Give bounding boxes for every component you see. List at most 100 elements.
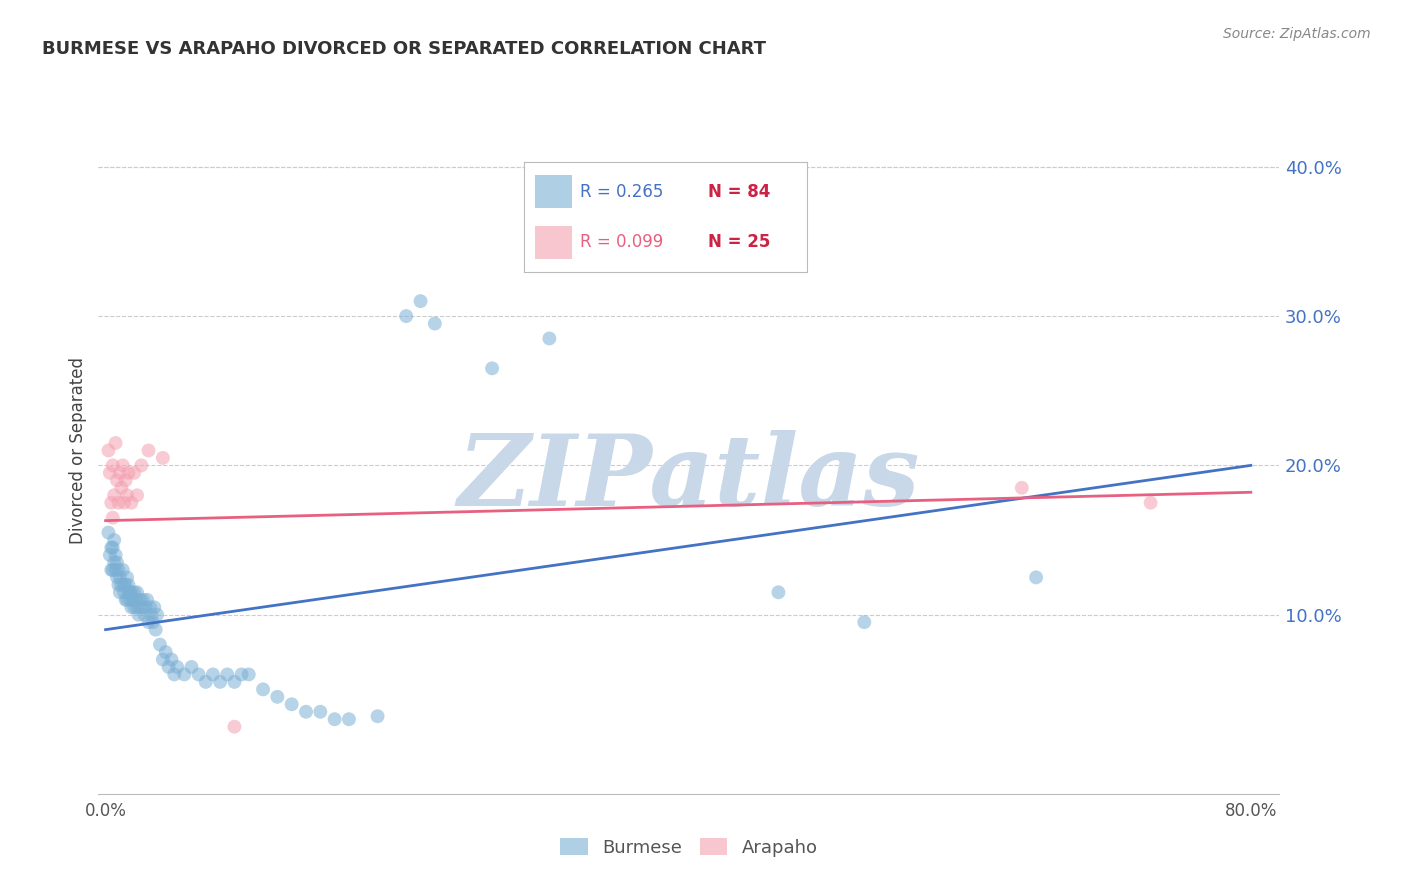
Point — [108, 466, 131, 480]
Point — [157, 660, 180, 674]
Point — [309, 705, 332, 719]
Point — [132, 592, 155, 607]
Point — [224, 674, 246, 689]
Point — [134, 607, 156, 622]
Point — [853, 615, 876, 630]
Point — [160, 652, 183, 666]
Point — [114, 473, 136, 487]
Point — [100, 563, 122, 577]
Point — [98, 548, 121, 562]
Point — [114, 592, 136, 607]
Legend: Burmese, Arapaho: Burmese, Arapaho — [553, 831, 825, 863]
Point — [152, 652, 174, 666]
Point — [141, 607, 163, 622]
Point — [122, 585, 145, 599]
Point — [180, 660, 202, 674]
Point — [1025, 570, 1047, 584]
Point — [120, 496, 142, 510]
Point — [101, 458, 124, 473]
Point — [112, 578, 135, 592]
Point — [115, 570, 138, 584]
Point — [217, 667, 239, 681]
Point — [187, 667, 209, 681]
Point — [238, 667, 260, 681]
Point — [152, 450, 174, 465]
Point — [103, 488, 125, 502]
Point — [110, 481, 132, 495]
Point — [100, 496, 122, 510]
Point — [155, 645, 177, 659]
Point — [103, 556, 125, 570]
Point — [395, 309, 418, 323]
Point — [136, 592, 159, 607]
Point — [112, 585, 135, 599]
Point — [122, 466, 145, 480]
Point — [117, 466, 139, 480]
Text: BURMESE VS ARAPAHO DIVORCED OR SEPARATED CORRELATION CHART: BURMESE VS ARAPAHO DIVORCED OR SEPARATED… — [42, 40, 766, 58]
Point — [423, 317, 446, 331]
Point — [101, 510, 124, 524]
Point — [1011, 481, 1033, 495]
Point — [104, 436, 127, 450]
Point — [538, 331, 561, 345]
Point — [115, 592, 138, 607]
Point — [101, 563, 124, 577]
Point — [124, 592, 146, 607]
Point — [194, 674, 217, 689]
Point — [97, 525, 120, 540]
Point — [115, 488, 138, 502]
Point — [104, 548, 127, 562]
Point — [143, 600, 166, 615]
Point — [112, 496, 135, 510]
Point — [768, 585, 790, 599]
Point — [146, 607, 169, 622]
Point — [120, 585, 142, 599]
Point — [337, 712, 360, 726]
Point — [103, 533, 125, 547]
Point — [166, 660, 188, 674]
Text: ZIPatlas: ZIPatlas — [458, 430, 920, 526]
Point — [125, 585, 148, 599]
Point — [131, 600, 153, 615]
Point — [139, 600, 162, 615]
Point — [173, 667, 195, 681]
Text: Source: ZipAtlas.com: Source: ZipAtlas.com — [1223, 27, 1371, 41]
Point — [111, 563, 134, 577]
Point — [638, 189, 661, 203]
Point — [323, 712, 346, 726]
Y-axis label: Divorced or Separated: Divorced or Separated — [69, 357, 87, 544]
Point — [163, 667, 186, 681]
Point — [125, 600, 148, 615]
Point — [138, 615, 160, 630]
Point — [128, 607, 150, 622]
Point — [114, 578, 136, 592]
Point — [280, 698, 302, 712]
Point — [122, 600, 145, 615]
Point — [224, 720, 246, 734]
Point — [117, 585, 139, 599]
Point — [209, 674, 232, 689]
Point — [266, 690, 288, 704]
Point — [117, 578, 139, 592]
Point — [105, 473, 128, 487]
Point — [138, 443, 160, 458]
Point — [149, 638, 172, 652]
Point — [118, 585, 141, 599]
Point — [105, 556, 128, 570]
Point — [367, 709, 389, 723]
Point — [107, 578, 129, 592]
Point — [125, 488, 148, 502]
Point — [295, 705, 318, 719]
Point — [108, 585, 131, 599]
Point — [118, 592, 141, 607]
Point — [252, 682, 274, 697]
Point — [142, 615, 165, 630]
Point — [201, 667, 224, 681]
Point — [481, 361, 503, 376]
Point — [409, 294, 432, 309]
Point — [145, 623, 167, 637]
Point — [100, 541, 122, 555]
Point — [101, 541, 124, 555]
Point — [107, 563, 129, 577]
Point — [231, 667, 253, 681]
